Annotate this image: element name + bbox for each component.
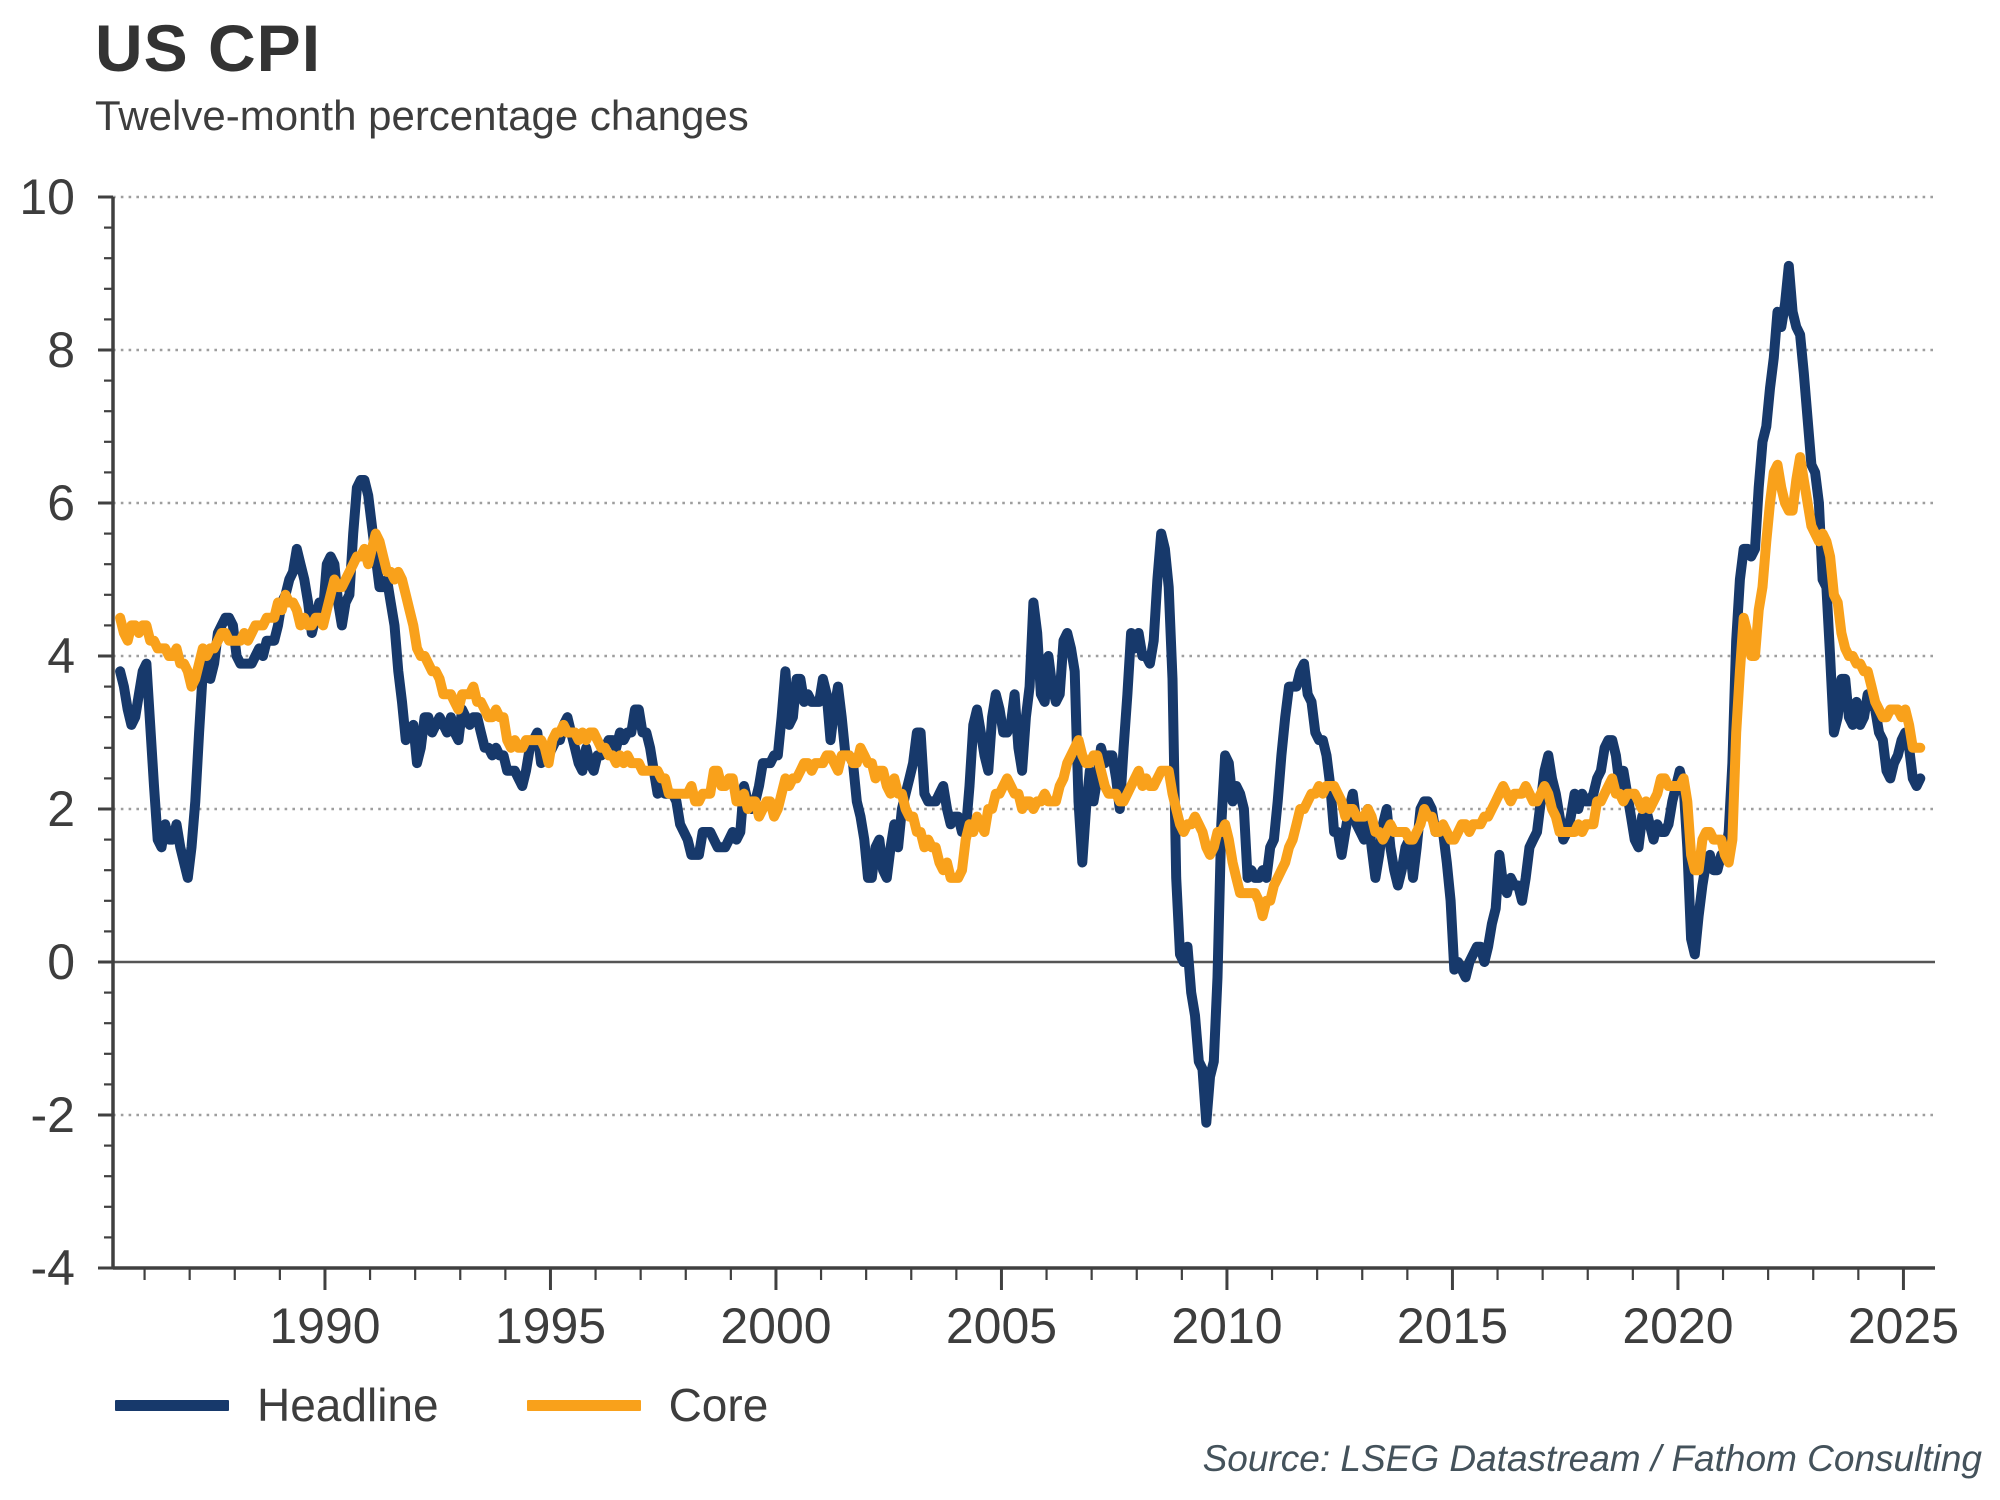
x-tick-label-2020: 2020 <box>1622 1298 1733 1354</box>
x-tick-label-1990: 1990 <box>269 1298 380 1354</box>
x-tick-label-2015: 2015 <box>1397 1298 1508 1354</box>
x-tick-label-2025: 2025 <box>1848 1298 1959 1354</box>
page-title: US CPI <box>95 11 322 85</box>
y-tick-label-4: 4 <box>47 628 75 684</box>
source-attribution: Source: LSEG Datastream / Fathom Consult… <box>1202 1438 1982 1479</box>
y-tick-label-8: 8 <box>47 322 75 378</box>
y-tick-label-0: 0 <box>47 934 75 990</box>
y-tick-label--2: -2 <box>31 1087 75 1143</box>
headline-line-swatch <box>115 1399 229 1411</box>
chart-subtitle: Twelve-month percentage changes <box>95 92 749 139</box>
legend-label-headline: Headline <box>257 1379 439 1431</box>
core-line <box>115 452 1926 922</box>
y-tick-label-2: 2 <box>47 781 75 837</box>
legend-label-core: Core <box>668 1379 769 1431</box>
y-tick-label-6: 6 <box>47 475 75 531</box>
core-line-swatch <box>526 1399 641 1411</box>
y-tick-label-10: 10 <box>19 169 75 225</box>
x-tick-label-1995: 1995 <box>495 1298 606 1354</box>
y-tick-label--4: -4 <box>31 1240 75 1296</box>
legend-item-core: Core <box>526 1378 769 1432</box>
legend-item-headline: Headline <box>115 1378 439 1432</box>
x-tick-label-2000: 2000 <box>720 1298 831 1354</box>
x-tick-label-2010: 2010 <box>1171 1298 1282 1354</box>
chart-legend: Headline Core <box>115 1378 768 1432</box>
headline-line <box>115 260 1926 1128</box>
x-tick-label-2005: 2005 <box>946 1298 1057 1354</box>
